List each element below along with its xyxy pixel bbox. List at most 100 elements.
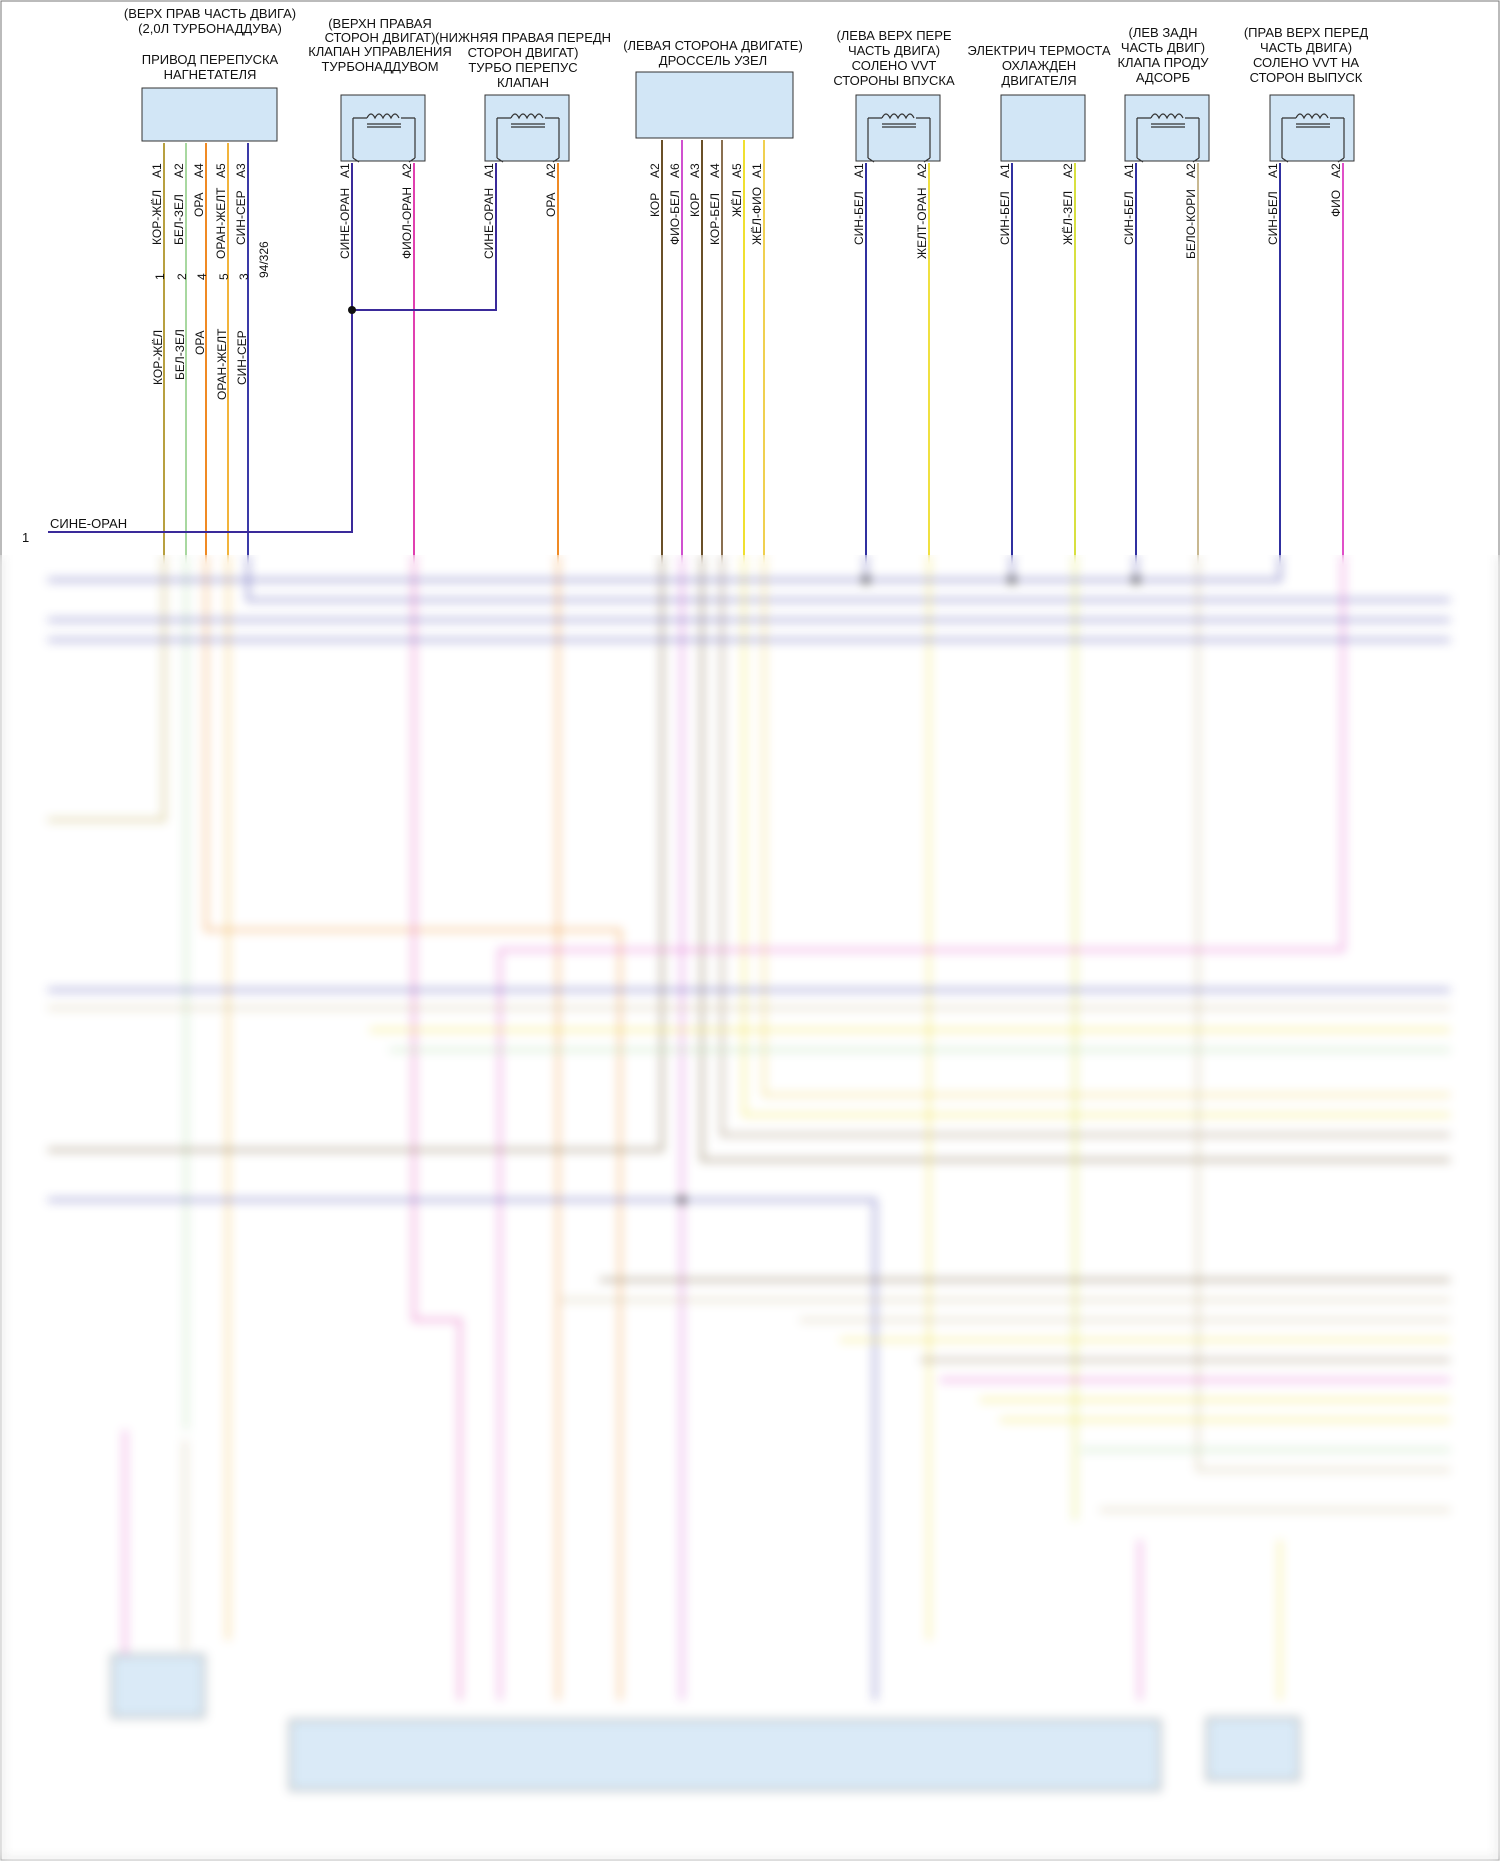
turbo-bypass-valve-box: [484, 94, 570, 162]
c4-line-2: ДРОССЕЛЬ УЗЕЛ: [659, 53, 767, 68]
left-ref-number: 1: [22, 530, 29, 545]
c3-line-4: КЛАПАН: [497, 75, 549, 90]
c4-line-1: (ЛЕВАЯ СТОРОНА ДВИГАТЕ): [623, 38, 803, 53]
c2-line-3: КЛАПАН УПРАВЛЕНИЯ: [308, 44, 452, 59]
c8-line-1: (ПРАВ ВЕРХ ПЕРЕД: [1244, 25, 1368, 40]
c6-line-2: ОХЛАЖДЕН: [1002, 58, 1076, 73]
wire-label: СИНЕ-ОРАН: [338, 188, 352, 259]
coil-symbols: [352, 113, 1345, 163]
wire-label: КОР: [648, 193, 662, 217]
c8-line-2: ЧАСТЬ ДВИГА): [1260, 40, 1352, 55]
c6-line-3: ДВИГАТЕЛЯ: [1001, 73, 1076, 88]
c7-line-4: АДСОРБ: [1136, 70, 1190, 85]
pin-label: A1: [482, 163, 496, 178]
coil-icon: [1136, 113, 1200, 163]
pin-label: A4: [192, 163, 206, 178]
wire-label: СИНЕ-ОРАН: [482, 188, 496, 259]
c1-line-2: (2,0Л ТУРБОНАДДУВА): [138, 21, 282, 36]
component-title-c8: (ПРАВ ВЕРХ ПЕРЕД ЧАСТЬ ДВИГА) СОЛЕНО VVT…: [1244, 25, 1368, 85]
component-title-c3: (НИЖНЯЯ ПРАВАЯ ПЕРЕДН СТОРОН ДВИГАТ) ТУР…: [435, 30, 611, 90]
wire-label: ЖЁЛ-ФИО: [750, 187, 764, 245]
purge-valve-box: [1124, 94, 1210, 162]
throttle-body-box: [635, 71, 794, 139]
wire-label: СИН-БЕЛ: [852, 191, 866, 245]
pin-label: A4: [708, 163, 722, 178]
c8-line-4: СТОРОН ВЫПУСК: [1250, 70, 1363, 85]
component-title-c7: (ЛЕВ ЗАДН ЧАСТЬ ДВИГ) КЛАПА ПРОДУ АДСОРБ: [1117, 25, 1209, 85]
c1-line-5: НАГНЕТАТЕЛЯ: [164, 67, 257, 82]
c7-line-3: КЛАПА ПРОДУ: [1117, 55, 1209, 70]
component-boxes: [141, 71, 1355, 162]
coil-icon: [496, 113, 560, 163]
pin-label: A2: [400, 163, 414, 178]
component-title-c4: (ЛЕВАЯ СТОРОНА ДВИГАТЕ) ДРОССЕЛЬ УЗЕЛ: [623, 38, 803, 68]
bypass-actuator-box: [141, 87, 278, 142]
pin-label: A1: [1266, 163, 1280, 178]
thermostat-box: [1000, 94, 1086, 162]
component-title-c1: (ВЕРХ ПРАВ ЧАСТЬ ДВИГА) (2,0Л ТУРБОНАДДУ…: [124, 6, 296, 82]
blurred-region: [0, 555, 1500, 1861]
pin-label: A2: [544, 163, 558, 178]
wire-label: КОР: [688, 193, 702, 217]
connector-pin-3: 3: [237, 273, 251, 280]
exhaust-vvt-solenoid-box: [1269, 94, 1355, 162]
connector-pin-1: 1: [153, 273, 167, 280]
connector-pin-5: 5: [217, 273, 231, 280]
c5-line-4: СТОРОНЫ ВПУСКА: [833, 73, 955, 88]
connector-c1-pins: 1 2 4 5 3 94/326: [153, 241, 271, 280]
lower-wire-label: ОРА: [193, 330, 207, 355]
connector-pin-2: 2: [175, 273, 189, 280]
c1-line-4: ПРИВОД ПЕРЕПУСКА: [142, 52, 279, 67]
pin-label: A1: [998, 163, 1012, 178]
connector-pin-4: 4: [195, 273, 209, 280]
wire-label: ЖЕЛТ-ОРАН: [915, 188, 929, 260]
pin-label: A6: [668, 163, 682, 178]
pin-label: A2: [1329, 163, 1343, 178]
pin-label: A2: [915, 163, 929, 178]
pin-label: A3: [688, 163, 702, 178]
pin-label: A1: [338, 163, 352, 178]
left-ref-wire: СИНЕ-ОРАН: [50, 516, 127, 531]
pin-labels: A1 A2 A4 A5 A3 A1 A2 A1 A2 A2 A6 A3 A4 A5 A1 A1 A2 A1 A2 A1…: [150, 163, 1343, 178]
wire-label: ФИОЛ-ОРАН: [400, 187, 414, 259]
lower-wire-label: СИН-СЕР: [235, 330, 249, 385]
wire-label: ОРАН-ЖЕЛТ: [214, 187, 228, 259]
left-reference: 1 СИНЕ-ОРАН: [22, 516, 127, 545]
wire-label: ЖЁЛ-ЗЕЛ: [1061, 191, 1075, 245]
coil-icon: [867, 113, 931, 163]
pin-label: A1: [852, 163, 866, 178]
connector-ref: 94/326: [257, 241, 271, 278]
intake-vvt-solenoid-box: [855, 94, 941, 162]
lower-wire-label: БЕЛ-ЗЕЛ: [173, 329, 187, 380]
c6-line-1: ЭЛЕКТРИЧ ТЕРМОСТА: [967, 43, 1110, 58]
c1-lower-wire-labels: КОР-ЖЁЛ БЕЛ-ЗЕЛ ОРА ОРАН-ЖЕЛТ СИН-СЕР: [151, 328, 249, 400]
c3-line-2: СТОРОН ДВИГАТ): [468, 45, 579, 60]
c3-line-1: (НИЖНЯЯ ПРАВАЯ ПЕРЕДН: [435, 30, 611, 45]
wire-label: ФИО-БЕЛ: [668, 190, 682, 245]
coil-icon: [1281, 113, 1345, 163]
lower-wire-label: ОРАН-ЖЕЛТ: [215, 328, 229, 400]
pin-label: A1: [1122, 163, 1136, 178]
component-title-c6: ЭЛЕКТРИЧ ТЕРМОСТА ОХЛАЖДЕН ДВИГАТЕЛЯ: [967, 43, 1110, 88]
c1-line-1: (ВЕРХ ПРАВ ЧАСТЬ ДВИГА): [124, 6, 296, 21]
wire-label: ОРА: [544, 192, 558, 217]
wire-label: КОР-ЖЁЛ: [150, 190, 164, 245]
wire-label: ОРА: [192, 192, 206, 217]
c5-line-3: СОЛЕНО VVT: [852, 58, 937, 73]
splice-dot: [348, 306, 356, 314]
c7-line-2: ЧАСТЬ ДВИГ): [1121, 40, 1205, 55]
component-title-c2: (ВЕРХН ПРАВАЯ СТОРОН ДВИГАТ) КЛАПАН УПРА…: [308, 16, 452, 74]
wire-label: БЕЛО-КОРИ: [1184, 189, 1198, 259]
pin-label: A2: [172, 163, 186, 178]
pin-label: A3: [234, 163, 248, 178]
wire-label: СИН-БЕЛ: [1122, 191, 1136, 245]
wire-label: ФИО: [1329, 190, 1343, 217]
component-title-c5: (ЛЕВА ВЕРХ ПЕРЕ ЧАСТЬ ДВИГА) СОЛЕНО VVT …: [833, 28, 955, 88]
wire-labels: КОР-ЖЁЛ БЕЛ-ЗЕЛ ОРА ОРАН-ЖЕЛТ СИН-СЕР СИНЕ-ОР…: [150, 187, 1343, 259]
pin-label: A5: [214, 163, 228, 178]
c8-line-3: СОЛЕНО VVT НА: [1253, 55, 1359, 70]
c2-line-2: СТОРОН ДВИГАТ): [325, 30, 436, 45]
pin-label: A2: [1061, 163, 1075, 178]
wire-label: КОР-БЕЛ: [708, 193, 722, 245]
